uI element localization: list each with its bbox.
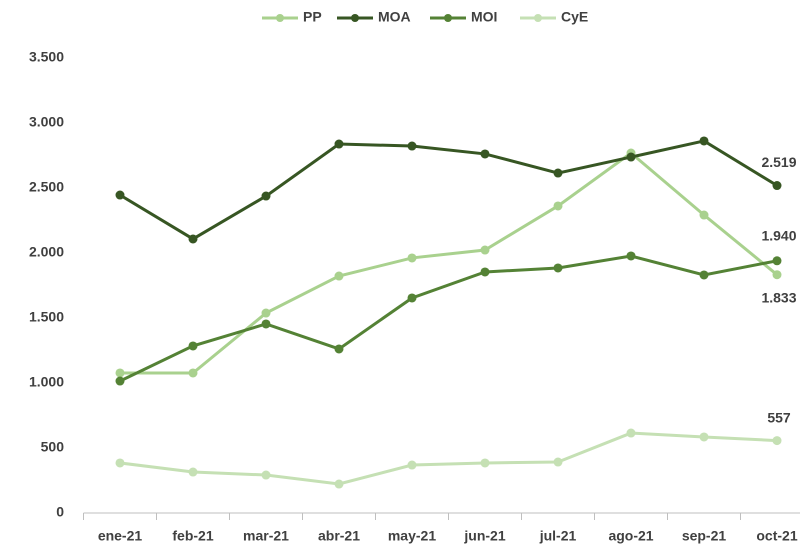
- legend-marker: [534, 14, 542, 22]
- data-point: [626, 428, 636, 438]
- x-tick-label: ago-21: [608, 528, 653, 544]
- data-point: [334, 344, 344, 354]
- data-point: [334, 271, 344, 281]
- legend-marker: [276, 14, 284, 22]
- series-line: [119, 139, 778, 241]
- data-point: [115, 458, 125, 468]
- data-point: [480, 458, 490, 468]
- data-point: [480, 245, 490, 255]
- data-point: [772, 270, 782, 280]
- y-tick-label: 2.500: [29, 179, 64, 195]
- data-label: 2.519: [761, 154, 796, 170]
- data-point: [626, 152, 636, 162]
- series-line: [119, 431, 778, 486]
- x-tick-label: feb-21: [172, 528, 213, 544]
- data-point: [188, 368, 198, 378]
- y-tick-label: 500: [41, 439, 65, 455]
- x-tick-label: oct-21: [756, 528, 797, 544]
- x-tick-label: may-21: [388, 528, 436, 544]
- x-tick-label: abr-21: [318, 528, 360, 544]
- data-point: [261, 319, 271, 329]
- data-point: [407, 253, 417, 263]
- legend-marker: [444, 14, 452, 22]
- data-label: 1.833: [761, 289, 796, 305]
- data-point: [407, 141, 417, 151]
- x-tick-label: mar-21: [243, 528, 289, 544]
- data-label: 1.940: [761, 228, 796, 244]
- x-tick-label: ene-21: [98, 528, 143, 544]
- legend-label: CyE: [561, 9, 588, 25]
- data-point: [261, 308, 271, 318]
- data-point: [334, 479, 344, 489]
- data-point: [261, 191, 271, 201]
- data-point: [553, 201, 563, 211]
- x-tick-label: sep-21: [682, 528, 727, 544]
- data-point: [261, 470, 271, 480]
- legend-marker: [351, 14, 359, 22]
- legend-label: PP: [303, 9, 322, 25]
- data-point: [772, 181, 782, 191]
- y-tick-label: 1.000: [29, 374, 64, 390]
- data-point: [188, 341, 198, 351]
- y-tick-label: 0: [56, 504, 64, 520]
- x-tick-label: jul-21: [539, 528, 577, 544]
- y-tick-label: 1.500: [29, 309, 64, 325]
- data-label: 557: [767, 409, 791, 425]
- data-point: [115, 368, 125, 378]
- data-point: [699, 210, 709, 220]
- y-tick-label: 3.000: [29, 114, 64, 130]
- data-point: [553, 168, 563, 178]
- data-point: [407, 293, 417, 303]
- data-point: [115, 376, 125, 386]
- data-point: [407, 460, 417, 470]
- x-tick-label: jun-21: [463, 528, 505, 544]
- data-point: [480, 149, 490, 159]
- data-point: [553, 457, 563, 467]
- data-point: [699, 270, 709, 280]
- data-point: [188, 467, 198, 477]
- legend-label: MOA: [378, 9, 411, 25]
- data-point: [115, 190, 125, 200]
- data-point: [188, 234, 198, 244]
- y-tick-label: 2.000: [29, 244, 64, 260]
- legend-label: MOI: [471, 9, 497, 25]
- series-line: [120, 151, 778, 375]
- data-point: [772, 256, 782, 266]
- data-point: [699, 432, 709, 442]
- series-line: [119, 254, 778, 383]
- data-point: [553, 263, 563, 273]
- y-tick-label: 3.500: [29, 49, 64, 65]
- data-point: [480, 267, 490, 277]
- data-point: [699, 136, 709, 146]
- data-point: [626, 251, 636, 261]
- data-point: [772, 436, 782, 446]
- data-point: [334, 139, 344, 149]
